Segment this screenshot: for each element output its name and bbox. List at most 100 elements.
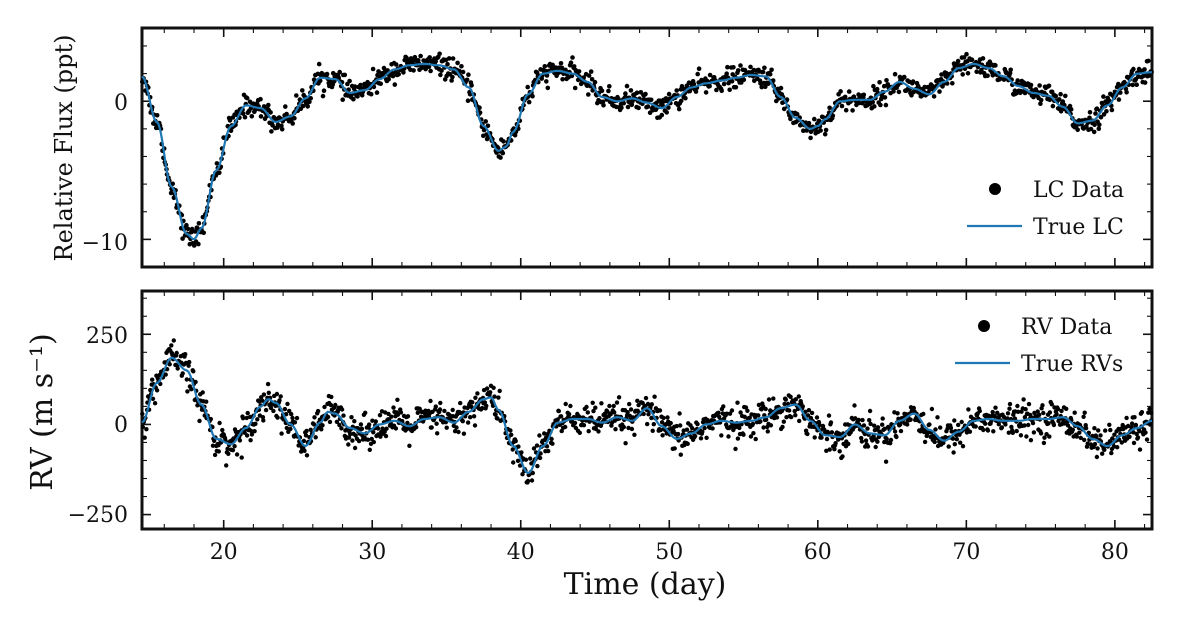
rv-data-point: [480, 406, 485, 411]
lc-data-point: [450, 74, 455, 80]
rv-data-point: [596, 429, 601, 434]
rv-data-point: [698, 436, 704, 441]
lc-data-points: [140, 51, 1154, 248]
rv-data-point: [1148, 410, 1154, 415]
rv-data-point: [738, 410, 743, 415]
rv-data-point: [230, 448, 236, 453]
lc-data-point: [196, 241, 201, 247]
lc-ylabel: Relative Flux (ppt): [50, 34, 78, 261]
rv-data-point: [491, 385, 496, 390]
lc-data-point: [980, 56, 986, 61]
rv-data-point: [946, 444, 951, 449]
rv-data-point: [822, 427, 827, 432]
rv-data-point: [279, 431, 284, 436]
rv-data-point: [1124, 415, 1129, 421]
rv-data-point: [990, 409, 995, 415]
rv-data-point: [1009, 424, 1014, 430]
lc-data-point: [760, 69, 766, 75]
lc-ytick-label-0: 0: [114, 91, 128, 116]
rv-data-point: [1015, 403, 1020, 409]
rv-data-point: [517, 463, 523, 468]
lc-data-point: [882, 95, 888, 100]
lc-data-point: [340, 97, 346, 102]
rv-data-point: [546, 448, 551, 454]
rv-data-point: [371, 439, 376, 445]
rv-data-point: [865, 444, 871, 449]
lc-data-point: [748, 64, 753, 70]
rv-data-point: [1103, 428, 1108, 433]
x-tick-label: 30: [358, 540, 386, 565]
rv-data-point: [468, 415, 473, 420]
rv-data-point: [359, 426, 365, 431]
lc-data-point: [1134, 82, 1139, 87]
rv-data-point: [690, 426, 695, 431]
rv-data-point: [1042, 435, 1047, 440]
rv-data-point: [488, 390, 493, 395]
lc-data-point: [830, 113, 836, 119]
rv-data-point: [616, 395, 622, 400]
lc-data-point: [459, 64, 464, 69]
rv-data-point: [284, 412, 289, 417]
rv-data-point: [846, 441, 851, 447]
rv-data-point: [442, 408, 447, 414]
rv-data-point: [531, 446, 537, 451]
lc-data-point: [300, 103, 306, 109]
rv-data-point: [951, 450, 956, 455]
rv-data-point: [1065, 423, 1071, 428]
lc-data-point: [396, 71, 402, 77]
rv-data-point: [856, 417, 861, 423]
rv-data-point: [674, 423, 679, 429]
rv-data-point: [304, 428, 309, 434]
rv-data-point: [495, 416, 500, 421]
rv-data-point: [301, 438, 307, 444]
x-tick-label: 40: [507, 540, 535, 565]
lc-data-point: [228, 128, 234, 133]
rv-data-point: [584, 404, 589, 410]
lc-data-point: [500, 150, 506, 156]
rv-data-point: [193, 379, 198, 385]
rv-data-point: [414, 425, 419, 430]
rv-data-point: [473, 395, 478, 400]
rv-data-point: [304, 453, 310, 458]
rv-data-point: [938, 425, 943, 430]
rv-data-point: [516, 444, 521, 449]
rv-data-point: [475, 391, 480, 396]
rv-data-point: [259, 395, 264, 400]
lc-data-point: [769, 67, 774, 73]
lc-data-point: [568, 60, 574, 65]
lc-data-point: [249, 114, 255, 119]
rv-data-point: [591, 408, 596, 414]
rv-data-point: [405, 420, 410, 426]
rv-data-point: [234, 452, 240, 457]
rv-data-point: [1148, 422, 1153, 427]
rv-data-point: [197, 418, 202, 424]
lc-data-point: [1116, 97, 1122, 102]
lc-data-point: [324, 71, 330, 77]
rv-data-point: [626, 425, 631, 431]
rv-data-point: [884, 436, 889, 442]
lc-data-point: [191, 243, 197, 248]
rv-data-point: [240, 416, 246, 421]
rv-data-point: [806, 408, 812, 413]
lc-data-point: [629, 102, 635, 108]
rv-panel: 250 0 −250 RV (m s⁻¹) RV Data True RVs: [25, 289, 1154, 531]
lc-data-point: [180, 236, 185, 241]
lc-data-point: [1096, 126, 1102, 131]
rv-data-point: [1072, 410, 1077, 415]
lc-data-point: [659, 112, 665, 118]
rv-data-point: [641, 411, 646, 417]
rv-data-point: [1022, 415, 1028, 420]
lc-data-point: [623, 91, 628, 96]
rv-data-point: [935, 415, 940, 420]
rv-data-point: [370, 418, 375, 423]
rv-data-point: [726, 434, 731, 439]
rv-ticks: [142, 291, 1152, 529]
rv-data-point: [621, 424, 626, 430]
lc-data-point: [738, 63, 743, 68]
rv-data-point: [898, 428, 904, 434]
rv-data-point: [761, 425, 766, 430]
rv-data-point: [1120, 422, 1125, 428]
lc-data-point: [871, 83, 876, 89]
rv-data-point: [832, 447, 837, 452]
rv-legend: RV Data True RVs: [955, 315, 1123, 377]
